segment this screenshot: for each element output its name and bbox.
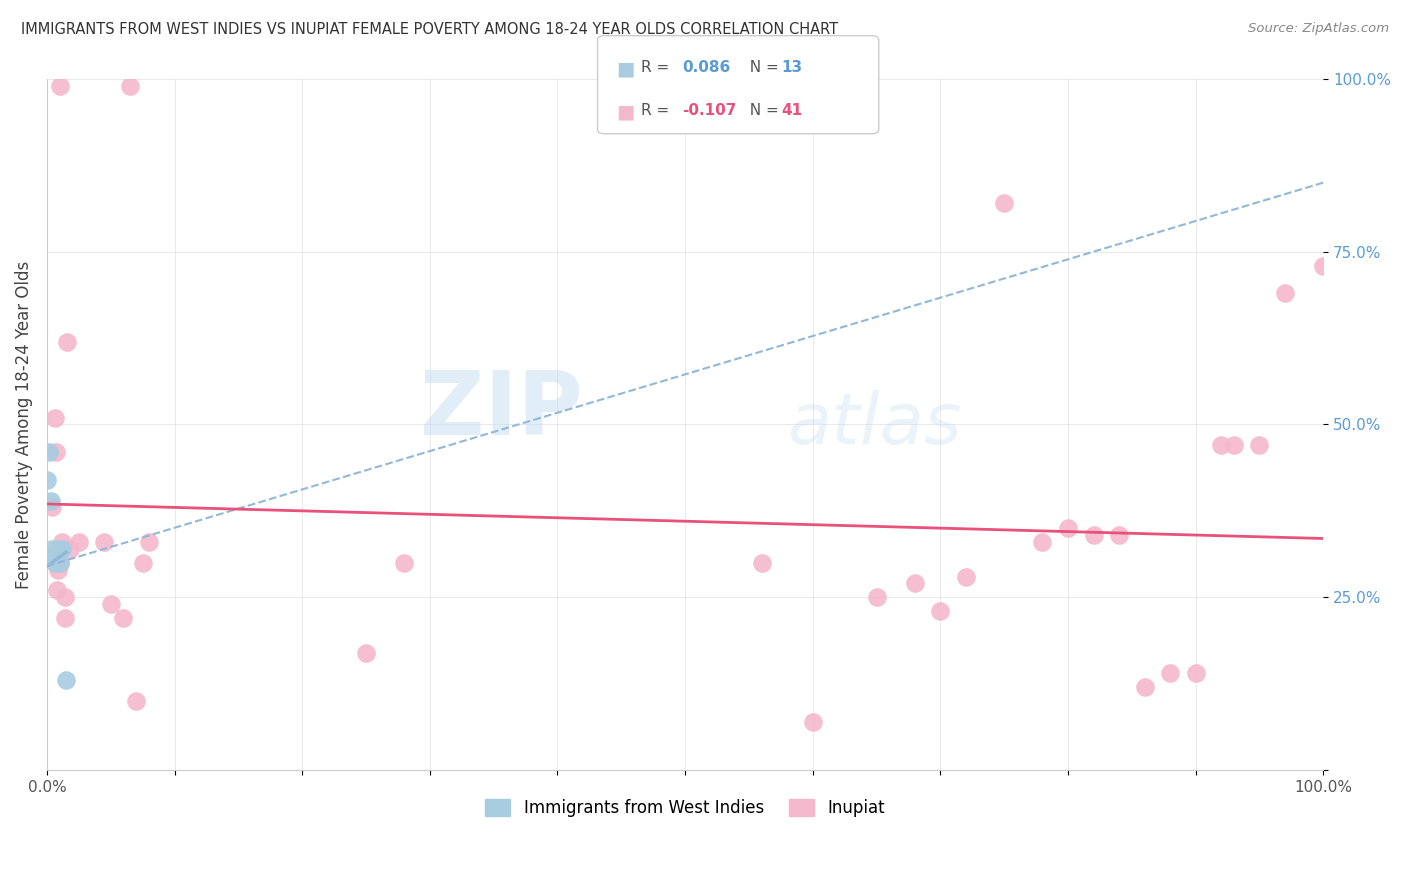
Point — [45, 445, 67, 459]
Point — [1108, 528, 1130, 542]
Point — [1223, 438, 1246, 452]
Y-axis label: Female Poverty Among 18-24 Year Olds: Female Poverty Among 18-24 Year Olds — [15, 260, 32, 589]
Text: Source: ZipAtlas.com: Source: ZipAtlas.com — [1249, 22, 1389, 36]
Text: 41: 41 — [782, 103, 803, 118]
Point — [865, 591, 887, 605]
Point — [1083, 528, 1105, 542]
Point — [53, 611, 76, 625]
Point — [1031, 535, 1053, 549]
Point — [138, 535, 160, 549]
Text: N =: N = — [740, 103, 783, 118]
Point — [51, 541, 73, 556]
Point — [1184, 666, 1206, 681]
Text: R =: R = — [641, 103, 675, 118]
Text: 13: 13 — [782, 60, 803, 75]
Point — [1312, 259, 1334, 273]
Point — [38, 445, 60, 459]
Point — [100, 597, 122, 611]
Text: -0.107: -0.107 — [682, 103, 737, 118]
Legend: Immigrants from West Indies, Inupiat: Immigrants from West Indies, Inupiat — [478, 792, 891, 824]
Point — [49, 541, 72, 556]
Point — [48, 78, 70, 93]
Point — [44, 410, 66, 425]
Text: ■: ■ — [616, 103, 634, 121]
Text: 0.086: 0.086 — [682, 60, 730, 75]
Point — [48, 563, 70, 577]
Point — [39, 493, 62, 508]
Point — [1211, 438, 1233, 452]
Point — [955, 569, 977, 583]
Point — [1057, 521, 1080, 535]
Point — [801, 714, 824, 729]
Point — [53, 591, 76, 605]
Point — [112, 611, 135, 625]
Point — [48, 541, 70, 556]
Point — [1249, 438, 1271, 452]
Point — [41, 541, 63, 556]
Point — [904, 576, 927, 591]
Point — [46, 549, 69, 563]
Point — [35, 473, 58, 487]
Point — [56, 334, 79, 349]
Text: R =: R = — [641, 60, 675, 75]
Text: ■: ■ — [616, 60, 634, 78]
Point — [354, 646, 377, 660]
Point — [45, 549, 67, 563]
Point — [125, 694, 148, 708]
Point — [1133, 680, 1156, 694]
Point — [1159, 666, 1181, 681]
Point — [751, 556, 773, 570]
Point — [44, 556, 66, 570]
Point — [394, 556, 416, 570]
Point — [59, 541, 82, 556]
Point — [51, 535, 73, 549]
Text: ZIP: ZIP — [420, 368, 583, 454]
Point — [1274, 286, 1296, 301]
Point — [41, 500, 63, 515]
Text: atlas: atlas — [787, 390, 962, 459]
Point — [929, 604, 952, 618]
Text: N =: N = — [740, 60, 783, 75]
Point — [93, 535, 115, 549]
Point — [48, 556, 70, 570]
Point — [42, 549, 65, 563]
Point — [46, 583, 69, 598]
Point — [993, 196, 1015, 211]
Text: IMMIGRANTS FROM WEST INDIES VS INUPIAT FEMALE POVERTY AMONG 18-24 YEAR OLDS CORR: IMMIGRANTS FROM WEST INDIES VS INUPIAT F… — [21, 22, 838, 37]
Point — [55, 673, 77, 688]
Point — [131, 556, 153, 570]
Point — [67, 535, 90, 549]
Point — [118, 78, 141, 93]
Point — [48, 556, 70, 570]
